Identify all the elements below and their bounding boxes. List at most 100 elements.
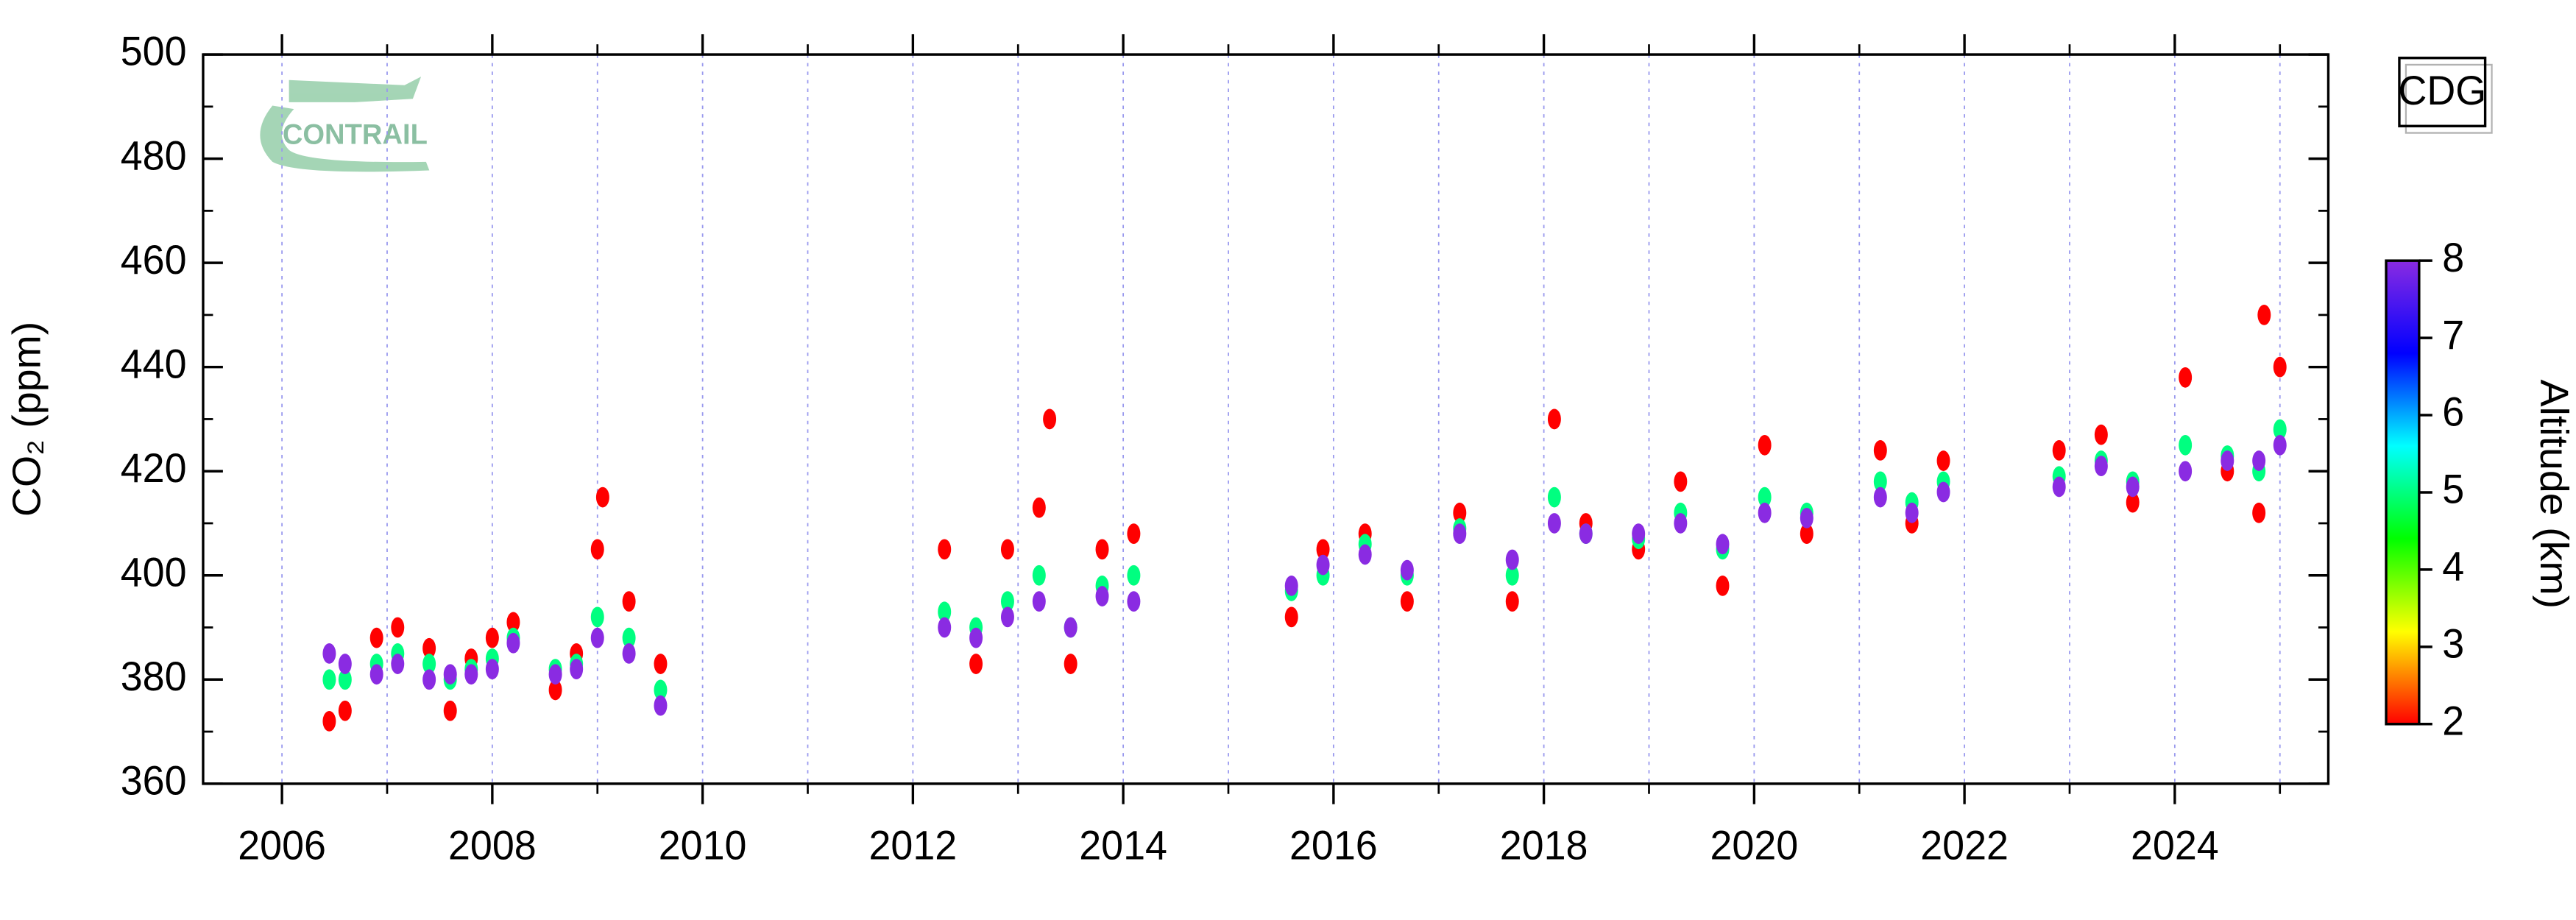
data-point — [443, 700, 457, 721]
data-point — [1064, 654, 1078, 674]
data-point — [654, 679, 668, 701]
data-point — [2094, 456, 2108, 477]
data-point — [391, 654, 405, 674]
data-point — [1064, 617, 1078, 638]
data-point — [2052, 440, 2066, 461]
data-point — [1716, 576, 1730, 596]
data-point — [443, 664, 457, 685]
data-point — [2252, 450, 2266, 471]
data-point — [422, 637, 436, 659]
data-point — [1632, 523, 1646, 545]
station-shadow — [2405, 63, 2493, 134]
data-point — [2126, 492, 2140, 513]
data-point — [322, 669, 336, 690]
y-tick-label: 480 — [121, 132, 187, 179]
data-point — [595, 486, 609, 508]
data-point — [2221, 450, 2234, 471]
colorbar-tick-label: 3 — [2442, 620, 2464, 667]
data-point — [322, 643, 336, 664]
data-point — [2273, 356, 2287, 378]
data-point — [590, 606, 604, 628]
data-point — [1905, 502, 1919, 523]
logo-swoosh — [260, 105, 430, 172]
data-point — [1127, 591, 1141, 612]
data-point — [1936, 481, 1950, 503]
data-point — [1453, 502, 1467, 523]
data-point — [1505, 591, 1519, 612]
colorbar-tick-label: 7 — [2442, 311, 2464, 358]
data-point — [2126, 476, 2140, 498]
data-point — [938, 617, 952, 638]
data-point — [2179, 434, 2193, 456]
data-point — [1936, 450, 1950, 471]
data-point — [1758, 434, 1772, 456]
y-tick-label: 380 — [121, 653, 187, 699]
data-point — [1316, 554, 1330, 576]
data-point — [391, 617, 405, 638]
data-point — [1095, 539, 1109, 560]
station-box — [2398, 56, 2487, 128]
data-point — [1127, 523, 1141, 545]
x-tick-label: 2022 — [1920, 822, 2009, 868]
data-point — [1547, 513, 1561, 534]
colorbar-tick-label: 5 — [2442, 466, 2464, 512]
data-point — [1758, 486, 1772, 508]
data-point — [622, 591, 636, 612]
data-point — [338, 669, 352, 690]
data-point — [464, 664, 478, 685]
data-point — [654, 695, 668, 716]
data-point — [338, 654, 352, 674]
data-point — [969, 627, 983, 648]
data-point — [1800, 523, 1814, 545]
data-point — [1674, 471, 1688, 492]
data-point — [2273, 434, 2287, 456]
data-point — [1284, 576, 1298, 596]
data-point — [1032, 591, 1046, 612]
data-point — [654, 654, 668, 674]
x-tick-label: 2024 — [2131, 822, 2219, 868]
data-point — [1547, 486, 1561, 508]
data-point — [2179, 367, 2193, 388]
station-label: CDG — [2398, 67, 2486, 113]
x-tick-label: 2018 — [1500, 822, 1588, 868]
data-point — [1400, 591, 1414, 612]
data-point — [369, 627, 383, 648]
data-point — [590, 627, 604, 648]
colorbar-tick-label: 6 — [2442, 389, 2464, 435]
data-point — [1758, 502, 1772, 523]
data-point — [1000, 606, 1014, 628]
data-point — [2179, 461, 2193, 482]
data-point — [1547, 408, 1561, 430]
colorbar-tick-label: 4 — [2442, 543, 2464, 590]
y-tick-label: 500 — [121, 28, 187, 74]
data-point — [422, 654, 436, 674]
data-point — [1579, 523, 1593, 545]
points — [322, 305, 2287, 732]
data-point — [338, 700, 352, 721]
data-point — [2257, 305, 2271, 325]
logo-plane — [289, 77, 422, 102]
data-point — [2252, 502, 2266, 523]
data-point — [1000, 591, 1014, 612]
data-point — [1316, 539, 1330, 560]
logo: CONTRAIL — [260, 77, 430, 172]
colorbar-label: Altitude (km) — [2532, 379, 2576, 609]
data-point — [1000, 539, 1014, 560]
x-tick-label: 2014 — [1079, 822, 1167, 868]
y-tick-label: 400 — [121, 549, 187, 595]
y-tick-label: 460 — [121, 236, 187, 283]
data-point — [2094, 424, 2108, 445]
colorbar-tick-label: 2 — [2442, 698, 2464, 744]
colorbar — [2385, 259, 2421, 726]
y-tick-label: 360 — [121, 757, 187, 804]
data-point — [1453, 523, 1467, 545]
x-tick-label: 2020 — [1710, 822, 1798, 868]
data-point — [1127, 565, 1141, 586]
y-axis-label: CO₂ (ppm) — [4, 322, 49, 517]
x-tick-label: 2008 — [448, 822, 537, 868]
data-point — [938, 539, 952, 560]
data-point — [938, 601, 952, 623]
colorbar-tick-label: 8 — [2442, 234, 2464, 280]
data-point — [590, 539, 604, 560]
